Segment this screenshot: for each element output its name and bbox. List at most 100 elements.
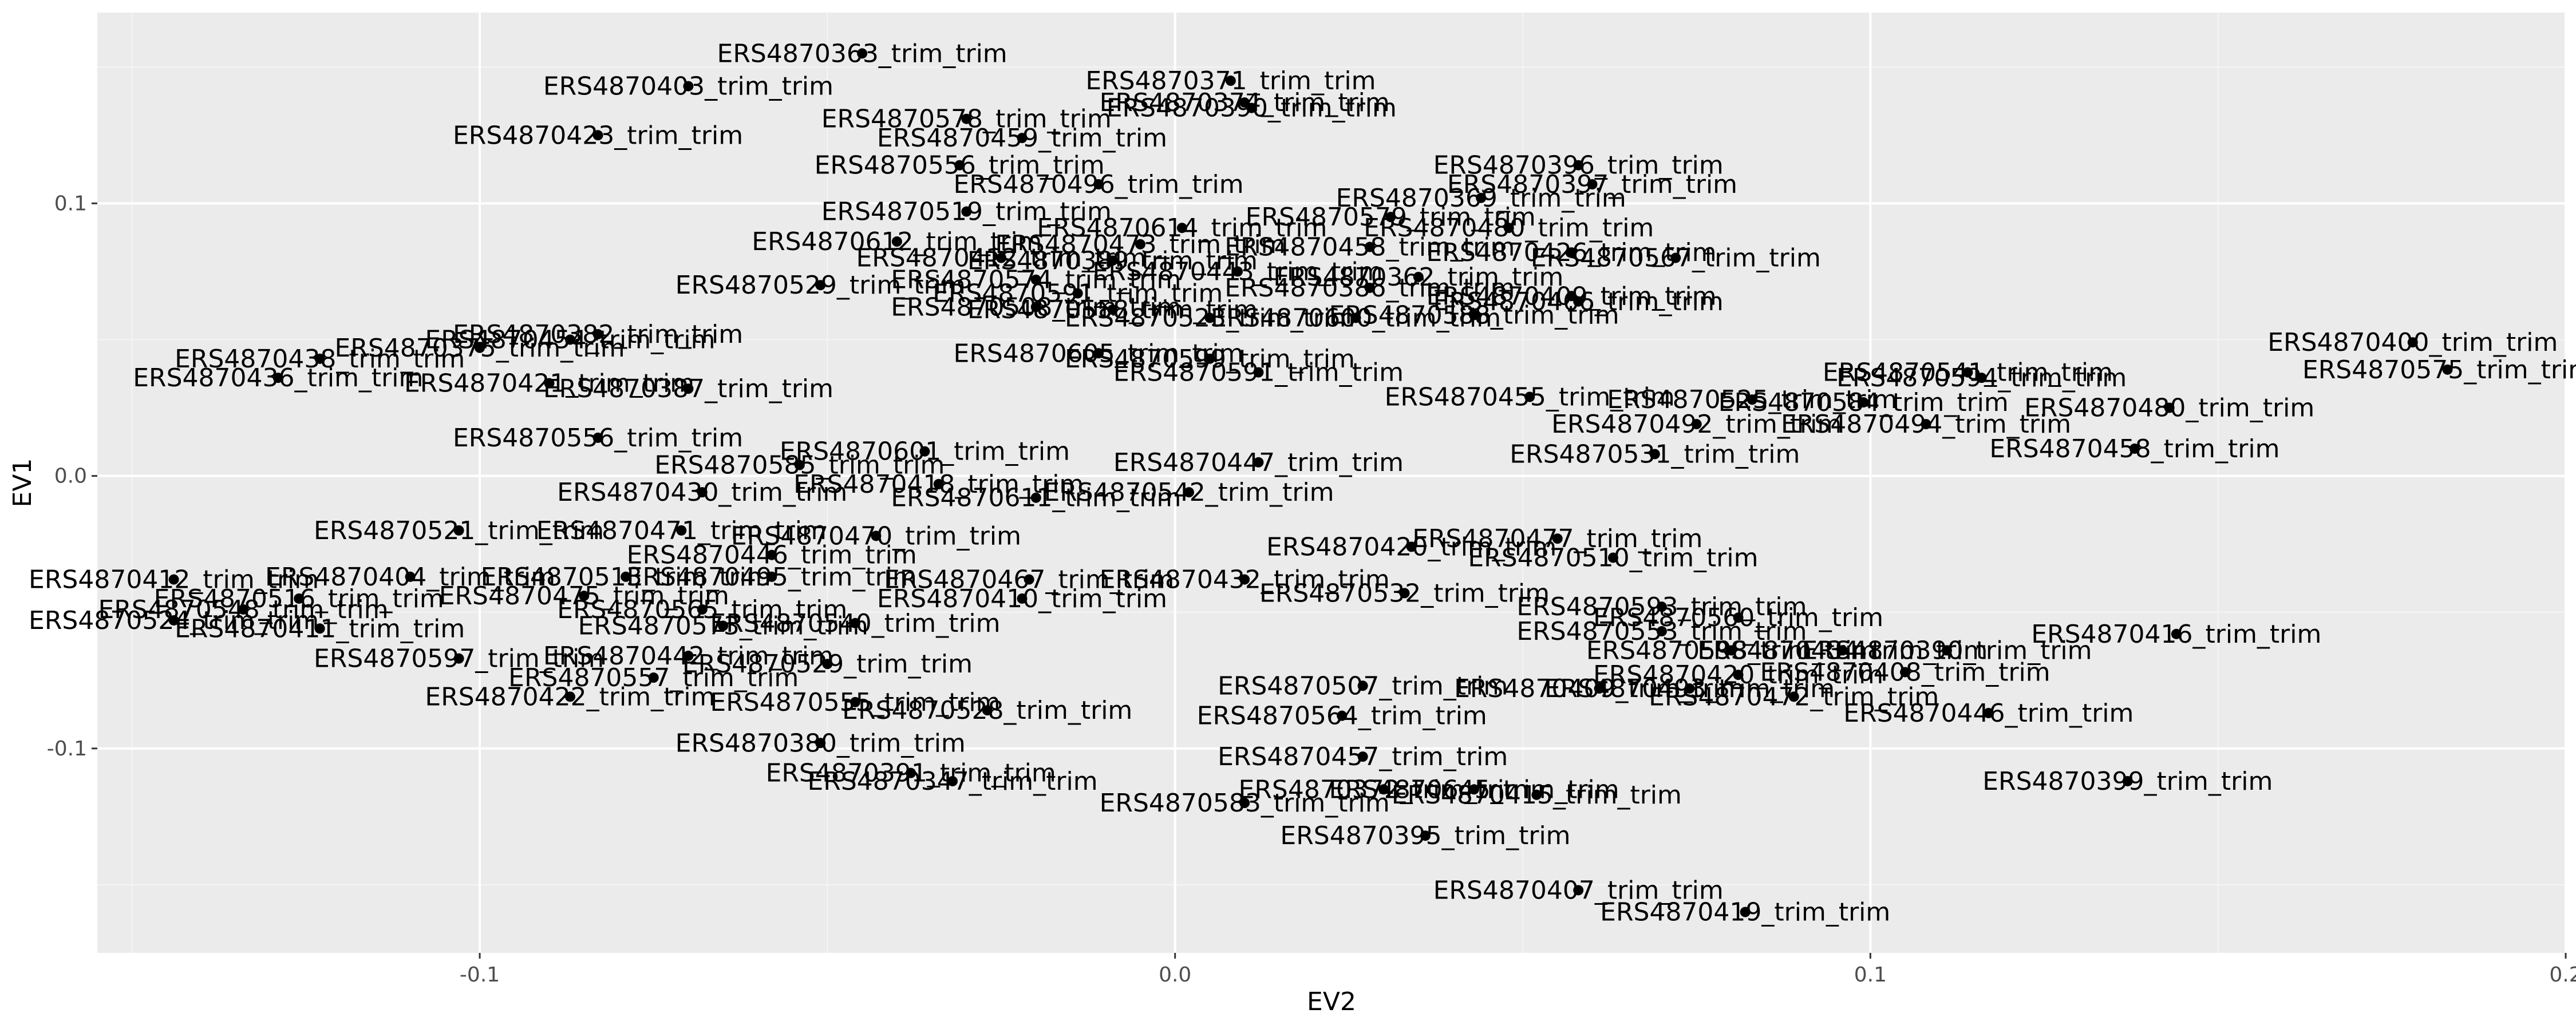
point-label: ERS4870614_trim_trim — [1037, 213, 1327, 243]
data-point — [947, 775, 958, 786]
data-point — [1941, 645, 1952, 656]
data-point — [579, 591, 590, 601]
data-point — [1239, 798, 1250, 809]
point-label: ERS4870516_trim_trim — [154, 584, 444, 614]
data-point — [1983, 707, 1994, 718]
point-label: ERS4870611_trim_trim — [891, 484, 1181, 513]
point-label: ERS4870594_trim_trim — [1836, 363, 2127, 393]
data-point — [314, 623, 325, 634]
point-label: ERS4870472_trim_trim — [1649, 682, 1939, 711]
point-label: ERS4870600_trim_trim — [1211, 303, 1501, 333]
data-point — [1183, 487, 1194, 498]
data-point — [982, 705, 993, 716]
data-point — [1024, 574, 1034, 585]
point-label: ERS4870458_trim_trim — [1224, 233, 1515, 262]
point-label: ERS4870553_trim_trim — [1516, 617, 1807, 646]
data-point — [1350, 312, 1361, 323]
point-label: ERS4870645_trim_trim — [1329, 775, 1619, 804]
point-label: ERS4870529_trim_trim — [675, 271, 966, 300]
point-label: ERS4870443_trim_trim — [1092, 257, 1382, 286]
data-point — [1733, 612, 1744, 623]
point-label: ERS4870532_trim_trim — [1259, 579, 1550, 608]
point-label: ERS4870436_trim_trim — [133, 363, 423, 393]
data-point — [933, 478, 944, 489]
data-point — [168, 615, 179, 626]
data-point — [1594, 683, 1605, 694]
plot-panel — [97, 13, 2566, 953]
data-point — [822, 659, 833, 670]
point-label: ERS4870395_trim_trim — [1280, 821, 1570, 850]
x-tick-label: 0.0 — [1159, 963, 1191, 987]
point-label: ERS4870396_trim_trim — [1433, 151, 1724, 180]
point-label: ERS4870593_trim_trim — [1516, 592, 1807, 622]
data-point — [564, 691, 575, 702]
point-label: ERS4870494_trim_trim — [1781, 410, 2071, 439]
point-label: ERS4870564_trim_trim — [1197, 702, 1487, 731]
point-label: ERS4870524_trim_trim — [29, 606, 319, 635]
data-point — [592, 130, 603, 141]
point-label: ERS4870492_trim_trim — [1551, 410, 1842, 439]
point-label: ERS4870454_trim_trim — [425, 325, 715, 354]
data-point — [1030, 492, 1041, 503]
data-point — [1740, 907, 1751, 917]
data-point — [294, 593, 305, 604]
point-label: ERS4870409_trim_trim — [1454, 674, 1744, 703]
point-label: ERS4870528_trim_trim — [842, 696, 1132, 725]
data-point — [1573, 160, 1584, 171]
point-label: ERS4870605_trim_trim — [954, 339, 1244, 368]
data-point — [1573, 296, 1584, 307]
data-point — [2407, 337, 2418, 348]
point-label: ERS4870403_trim_trim — [543, 72, 833, 101]
point-label: ERS4870578_trim_trim — [821, 105, 1112, 134]
data-point — [1921, 419, 1931, 430]
point-label: ERS4870540_trim_trim — [710, 609, 1000, 638]
data-point — [1406, 541, 1417, 552]
data-point — [1420, 830, 1431, 841]
point-label: ERS4870507_trim_trim — [1218, 671, 1508, 700]
data-points — [168, 48, 2453, 917]
data-point — [1246, 102, 1257, 113]
point-label: ERS4870584_trim_trim — [1718, 388, 2009, 417]
data-point — [1607, 552, 1618, 563]
data-point — [906, 767, 916, 778]
data-point — [954, 160, 965, 171]
data-point — [544, 378, 555, 389]
data-point — [1337, 710, 1348, 721]
data-point — [1531, 789, 1542, 800]
point-label: ERS4870585_trim_trim — [654, 451, 945, 480]
data-point — [1900, 667, 1911, 678]
data-point — [1399, 588, 1410, 599]
point-label: ERS4870556_trim_trim — [815, 151, 1105, 180]
point-label: ERS4870583_trim_trim — [1100, 789, 1390, 818]
point-label: ERS4870548_trim_trim — [98, 595, 389, 624]
data-point — [850, 618, 860, 628]
point-label: ERS4870362_trim_trim — [1273, 263, 1563, 292]
data-point — [1788, 691, 1799, 702]
point-label: ERS4870598_trim_trim — [1586, 636, 1876, 665]
point-label: ERS4870466_trim_trim — [1433, 287, 1724, 316]
data-point — [794, 460, 805, 470]
data-point — [1747, 394, 1757, 405]
point-label: ERS4870419_trim_trim — [1600, 898, 1890, 927]
data-point — [1253, 367, 1264, 378]
data-point — [2442, 364, 2453, 375]
point-label: ERS4870382_trim_trim — [453, 320, 743, 349]
data-point — [1030, 302, 1041, 312]
point-label: ERS4870542_trim_trim — [1044, 478, 1334, 507]
x-tick-label: 0.1 — [1854, 963, 1887, 987]
data-point — [767, 571, 777, 582]
point-label: ERS4870422_trim_trim — [425, 682, 715, 711]
data-point — [1476, 192, 1487, 203]
point-label: ERS4870420_trim_trim — [1593, 660, 1883, 690]
data-point — [648, 672, 659, 683]
data-point — [891, 236, 902, 247]
point-label: ERS4870513_trim_trim — [481, 563, 771, 592]
point-label: ERS4870380_trim_trim — [675, 729, 966, 758]
data-point — [1204, 353, 1215, 364]
point-label: ERS4870510_trim_trim — [1468, 543, 1758, 572]
data-point — [697, 604, 708, 615]
data-point — [1656, 626, 1667, 637]
data-point — [1649, 449, 1660, 460]
point-labels: ERS4870363_trim_trim ERS4870403_trim_trim… — [29, 39, 2576, 927]
data-point — [2171, 628, 2182, 639]
